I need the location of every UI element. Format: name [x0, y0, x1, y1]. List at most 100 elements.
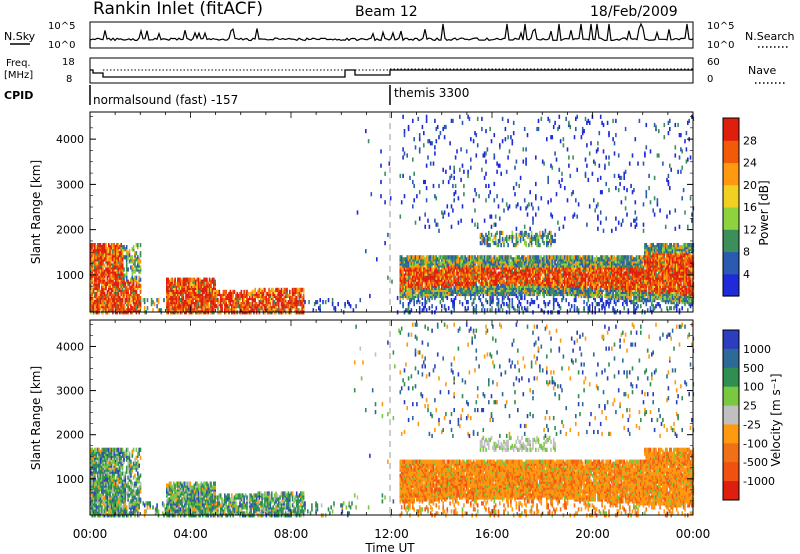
data-cell	[138, 293, 140, 299]
data-cell	[523, 295, 526, 301]
data-cell	[134, 259, 136, 264]
data-cell	[465, 289, 468, 294]
data-cell	[105, 267, 107, 272]
data-cell	[445, 273, 447, 278]
data-cell	[432, 267, 435, 272]
data-cell	[123, 283, 125, 288]
data-cell	[427, 155, 429, 160]
data-cell	[196, 285, 198, 290]
data-cell	[552, 124, 555, 130]
data-cell	[496, 161, 498, 166]
data-cell	[319, 298, 321, 303]
data-cell	[170, 281, 172, 286]
data-cell	[535, 155, 537, 160]
data-cell	[92, 273, 95, 278]
data-cell	[316, 300, 319, 305]
data-cell	[108, 279, 110, 284]
data-cell	[291, 295, 294, 301]
data-cell	[207, 281, 210, 286]
data-cell	[518, 183, 520, 189]
data-cell	[217, 298, 219, 303]
data-cell	[454, 155, 457, 160]
data-cell	[131, 247, 134, 252]
data-cell	[235, 304, 237, 309]
data-cell	[250, 308, 252, 313]
data-cell	[279, 293, 281, 299]
data-cell	[208, 289, 211, 294]
data-cell	[518, 232, 520, 237]
data-cell	[131, 275, 134, 280]
data-cell	[594, 267, 596, 272]
data-cell	[384, 171, 386, 176]
data-cell	[275, 287, 277, 292]
data-cell	[442, 255, 444, 260]
data-cell	[492, 257, 494, 262]
data-cell	[515, 232, 518, 237]
data-cell	[90, 275, 92, 280]
data-cell	[508, 255, 511, 260]
data-cell	[116, 247, 118, 252]
data-cell	[479, 232, 482, 237]
data-cell	[562, 224, 565, 229]
data-cell	[185, 277, 187, 282]
noise-panel-frame	[89, 21, 694, 49]
data-cell	[432, 271, 435, 276]
data-cell	[586, 163, 588, 168]
data-cell	[518, 306, 520, 311]
freq-left-tick-top: 18	[62, 57, 75, 68]
data-cell	[508, 298, 511, 303]
data-cell	[262, 287, 265, 292]
data-cell	[461, 263, 464, 268]
data-cell	[504, 137, 507, 142]
data-cell	[112, 249, 114, 254]
data-cell	[453, 165, 455, 170]
data-cell	[476, 255, 479, 260]
data-cell	[156, 298, 158, 303]
data-cell	[492, 238, 494, 244]
data-cell	[235, 308, 237, 313]
data-cell	[439, 261, 442, 266]
data-cell	[548, 238, 551, 244]
data-cell	[272, 287, 274, 292]
data-cell	[481, 263, 483, 268]
data-cell	[575, 126, 577, 132]
data-cell	[481, 255, 483, 260]
nsky-label: N.Sky	[4, 30, 36, 43]
data-cell	[555, 273, 558, 278]
data-cell	[539, 243, 541, 248]
data-cell	[108, 306, 110, 311]
data-cell	[403, 194, 406, 199]
data-cell	[218, 289, 221, 294]
data-cell	[494, 232, 497, 237]
data-cell	[587, 263, 590, 268]
data-cell	[275, 295, 277, 301]
data-cell	[297, 308, 299, 313]
data-cell	[500, 171, 502, 176]
data-cell	[557, 255, 559, 260]
data-cell	[576, 291, 578, 297]
data-cell	[226, 308, 229, 313]
data-cell	[356, 210, 359, 215]
data-cell	[547, 200, 549, 205]
data-cell	[295, 295, 298, 301]
data-cell	[237, 293, 240, 299]
data-cell	[229, 289, 232, 294]
data-cell	[486, 147, 489, 152]
data-cell	[127, 267, 129, 272]
data-cell	[581, 255, 584, 260]
data-cell	[447, 179, 450, 185]
data-cell	[261, 293, 263, 299]
data-cell	[119, 263, 121, 268]
data-cell	[483, 281, 486, 286]
data-cell	[435, 196, 438, 201]
data-cell	[112, 269, 114, 274]
data-cell	[217, 289, 219, 294]
data-cell	[598, 302, 601, 307]
data-cell	[594, 161, 596, 166]
data-cell	[577, 289, 580, 294]
data-cell	[591, 255, 594, 260]
data-cell	[562, 285, 565, 290]
data-cell	[521, 306, 523, 311]
data-cell	[439, 300, 442, 305]
data-cell	[114, 259, 117, 264]
